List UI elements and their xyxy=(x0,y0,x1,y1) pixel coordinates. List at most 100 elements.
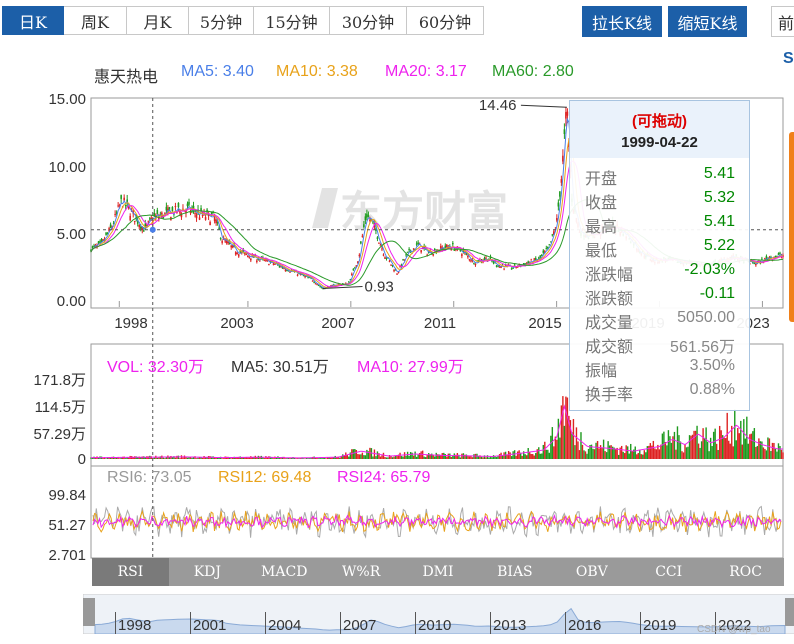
tab-month-k[interactable]: 月K xyxy=(127,6,189,35)
candle-body xyxy=(93,245,95,247)
tab-day-k[interactable]: 日K xyxy=(2,6,64,35)
volume-bar xyxy=(367,451,370,459)
volume-bar xyxy=(408,455,410,459)
volume-bar xyxy=(679,441,682,459)
candle-body xyxy=(765,256,768,258)
volume-bar xyxy=(735,440,737,459)
volume-bar xyxy=(232,457,234,459)
volume-bar xyxy=(636,454,638,459)
tab-week-k[interactable]: 周K xyxy=(64,6,127,35)
price-y-tick: 15.00 xyxy=(48,91,86,108)
volume-bar xyxy=(158,457,160,459)
volume-bar xyxy=(379,456,382,459)
volume-bar xyxy=(756,446,759,459)
candle-body xyxy=(114,214,116,216)
tab-roc[interactable]: ROC xyxy=(729,564,762,580)
volume-bar xyxy=(336,457,338,459)
volume-bar xyxy=(241,457,243,459)
price-y-tick: 5.00 xyxy=(56,226,86,243)
tab-cci[interactable]: CCI xyxy=(655,564,683,580)
volume-bar xyxy=(137,456,139,459)
volume-bar xyxy=(664,441,667,459)
candle-body xyxy=(417,242,419,244)
volume-bar xyxy=(672,436,674,459)
tab-dmi[interactable]: DMI xyxy=(422,564,454,580)
tooltip-row-key: 最低 xyxy=(585,243,618,260)
tab-5min[interactable]: 5分钟 xyxy=(189,6,254,35)
volume-bar xyxy=(753,428,756,459)
tab-60min[interactable]: 60分钟 xyxy=(407,6,484,35)
candle-body xyxy=(352,269,355,271)
volume-bar xyxy=(236,457,238,459)
stretch-kline-button[interactable]: 拉长K线 xyxy=(582,6,662,37)
candle-body xyxy=(138,224,141,228)
candle-body xyxy=(566,111,569,116)
price-tooltip[interactable]: (可拖动) 1999-04-22 开盘 5.41 收盘 5.32 最高 5.41 最低 5.2… xyxy=(569,100,750,411)
volume-bar xyxy=(568,415,570,459)
candle-body xyxy=(219,237,222,239)
volume-bar xyxy=(248,457,251,459)
tab-rsi[interactable]: RSI xyxy=(92,558,169,586)
volume-bar xyxy=(473,454,475,459)
volume-bar xyxy=(697,443,700,459)
volume-bar xyxy=(522,451,525,459)
volume-bar xyxy=(307,458,309,459)
candle-body xyxy=(512,267,514,269)
volume-bar xyxy=(562,396,564,459)
volume-bar xyxy=(109,457,112,459)
volume-bar xyxy=(373,449,376,459)
candle-body xyxy=(378,242,380,244)
tooltip-header[interactable]: (可拖动) 1999-04-22 xyxy=(570,101,749,158)
tab-obv[interactable]: OBV xyxy=(575,564,608,580)
tab-macd[interactable]: MACD xyxy=(261,564,308,580)
volume-bar xyxy=(544,441,546,459)
tab-30min[interactable]: 30分钟 xyxy=(330,6,407,35)
candle-body xyxy=(495,265,498,267)
volume-bar xyxy=(242,457,244,459)
volume-bar xyxy=(614,448,617,459)
volume-bar xyxy=(660,444,662,459)
vol-legend: VOL: 32.30万 xyxy=(107,359,204,376)
tab-15min[interactable]: 15分钟 xyxy=(254,6,330,35)
candle-body xyxy=(548,244,551,246)
tab-kdj[interactable]: KDJ xyxy=(193,564,221,580)
navigator-tick xyxy=(115,612,116,634)
tab-bias[interactable]: BIAS xyxy=(497,564,533,580)
candle-body xyxy=(304,276,306,278)
volume-bar xyxy=(529,452,531,459)
volume-bar xyxy=(575,427,578,459)
volume-bar xyxy=(179,458,181,459)
volume-bar xyxy=(437,454,439,459)
candle-body xyxy=(313,282,315,284)
candle-body xyxy=(329,285,332,287)
volume-bar xyxy=(541,453,543,459)
candle-body xyxy=(144,223,147,227)
prev-button[interactable]: 前 xyxy=(771,6,794,37)
price-y-tick: 10.00 xyxy=(48,159,86,176)
range-navigator[interactable] xyxy=(83,594,794,634)
volume-bar xyxy=(711,446,713,459)
navigator-left-handle[interactable] xyxy=(83,598,95,626)
tooltip-row-key: 涨跌幅 xyxy=(585,267,634,284)
candle-body xyxy=(224,240,226,242)
candle-body xyxy=(289,271,291,273)
volume-bar xyxy=(114,457,116,459)
candle-body xyxy=(96,245,98,248)
volume-bar xyxy=(744,438,747,459)
volume-bar xyxy=(328,457,330,459)
volume-bar xyxy=(770,451,772,459)
tab-wr[interactable]: W%R xyxy=(342,564,381,580)
price-panel-frame xyxy=(90,97,784,309)
navigator-right-handle[interactable] xyxy=(785,598,794,626)
candle-body xyxy=(348,281,350,283)
shrink-kline-button[interactable]: 缩短K线 xyxy=(668,6,747,37)
volume-bar xyxy=(694,430,697,459)
volume-bar xyxy=(551,427,554,459)
tooltip-row-key: 成交量 xyxy=(585,315,634,332)
volume-bar xyxy=(156,457,159,459)
candle-body xyxy=(396,273,398,275)
volume-bar xyxy=(479,455,481,459)
candle-body xyxy=(444,245,447,249)
volume-bar xyxy=(703,438,706,459)
volume-bar xyxy=(492,455,495,459)
